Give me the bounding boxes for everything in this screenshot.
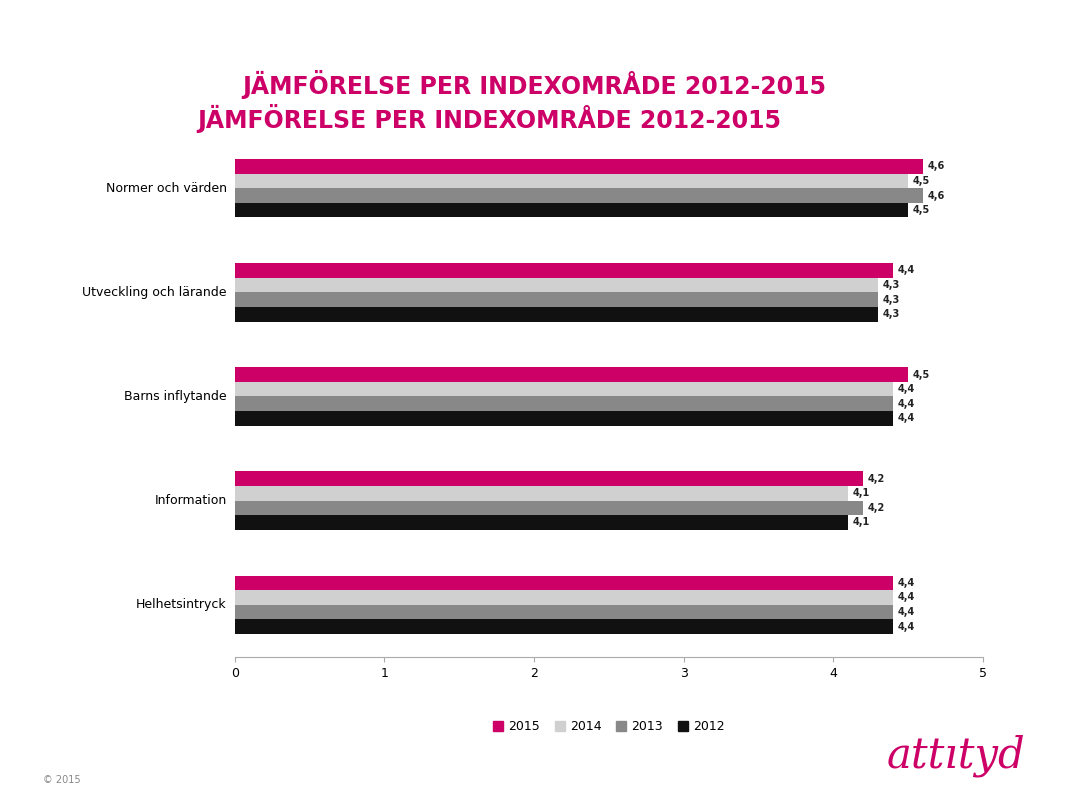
Bar bbox=[235, 501, 863, 515]
Bar bbox=[235, 188, 923, 203]
Text: 4,4: 4,4 bbox=[897, 413, 914, 424]
Legend: 2015, 2014, 2013, 2012: 2015, 2014, 2013, 2012 bbox=[488, 715, 729, 739]
Text: 4,5: 4,5 bbox=[912, 205, 929, 215]
Text: 4,4: 4,4 bbox=[897, 265, 914, 276]
Text: 4,3: 4,3 bbox=[882, 280, 899, 290]
Text: 4,5: 4,5 bbox=[912, 176, 929, 186]
Text: 4,1: 4,1 bbox=[852, 489, 869, 498]
Text: JÄMFÖRELSE PER INDEXOMRÅDE 2012-2015: JÄMFÖRELSE PER INDEXOMRÅDE 2012-2015 bbox=[242, 70, 826, 99]
Text: 4,4: 4,4 bbox=[897, 399, 914, 409]
Text: 4,2: 4,2 bbox=[867, 503, 884, 513]
Bar bbox=[235, 605, 893, 619]
Bar bbox=[235, 278, 878, 292]
Bar bbox=[235, 264, 893, 278]
Text: 4,6: 4,6 bbox=[927, 191, 944, 200]
Bar bbox=[235, 590, 893, 605]
Bar bbox=[235, 368, 908, 382]
Text: 4,4: 4,4 bbox=[897, 578, 914, 588]
Bar bbox=[235, 486, 848, 501]
Bar bbox=[235, 515, 848, 529]
Bar bbox=[235, 619, 893, 634]
Text: 4,4: 4,4 bbox=[897, 593, 914, 602]
Bar bbox=[235, 576, 893, 590]
Bar bbox=[235, 307, 878, 321]
Text: 4,3: 4,3 bbox=[882, 309, 899, 320]
Text: 4,6: 4,6 bbox=[927, 161, 944, 171]
Bar bbox=[235, 159, 923, 174]
Bar bbox=[235, 396, 893, 411]
Text: 4,4: 4,4 bbox=[897, 607, 914, 617]
Text: 4,4: 4,4 bbox=[897, 384, 914, 394]
Text: 4,1: 4,1 bbox=[852, 517, 869, 528]
Text: © 2015: © 2015 bbox=[43, 775, 80, 785]
Bar bbox=[235, 472, 863, 486]
Text: attıtyd: attıtyd bbox=[886, 735, 1025, 777]
Bar bbox=[235, 174, 908, 188]
Bar bbox=[235, 382, 893, 396]
Bar bbox=[235, 203, 908, 217]
Bar bbox=[235, 292, 878, 307]
Text: 4,2: 4,2 bbox=[867, 473, 884, 484]
Text: 4,5: 4,5 bbox=[912, 369, 929, 380]
Text: JÄMFÖRELSE PER INDEXOMRÅDE 2012-2015: JÄMFÖRELSE PER INDEXOMRÅDE 2012-2015 bbox=[198, 104, 782, 133]
Text: 4,3: 4,3 bbox=[882, 295, 899, 304]
Text: 4,4: 4,4 bbox=[897, 622, 914, 632]
Bar bbox=[235, 411, 893, 425]
